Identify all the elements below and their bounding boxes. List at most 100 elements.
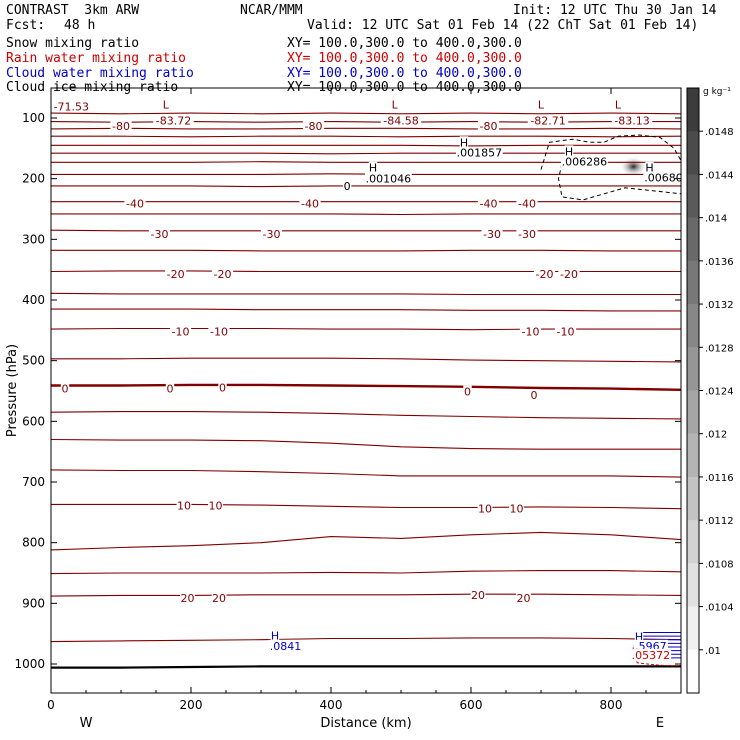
y-tick-label: 700 [22, 475, 45, 489]
contour-label-bg [561, 155, 608, 168]
contour-label-bg [270, 629, 280, 642]
isotherm-line [51, 213, 681, 216]
x-tick-label: 400 [320, 698, 343, 712]
isotherm-line [51, 308, 681, 312]
contour-label: -20 [536, 268, 554, 281]
contour-label: -10 [522, 326, 540, 339]
y-tick-label: 300 [22, 232, 45, 246]
contour-label: -82.71 [530, 114, 565, 127]
colorbar-tick-label: .0124 [705, 387, 734, 398]
colorbar-segment [687, 347, 699, 391]
colorbar-tick-label: .0112 [705, 516, 734, 527]
forecast-hours: 48 h [64, 18, 96, 33]
contour-label-bg [211, 591, 227, 604]
contour-label: 10 [510, 503, 524, 516]
field-xy-rain: XY= 100.0,300.0 to 400.0,300.0 [287, 51, 522, 66]
ground-line [51, 665, 681, 669]
contour-label-bg [519, 325, 542, 338]
cloud-ice-contour [540, 134, 681, 170]
y-tick-label: 500 [22, 354, 45, 368]
isotherm-line [51, 383, 681, 391]
contour-label: -30 [151, 228, 169, 241]
contour-label: -40 [126, 198, 144, 211]
contour-label-bg [60, 382, 70, 395]
contour-label-bg [477, 197, 500, 210]
contour-label-bg [51, 100, 92, 113]
colorbar-segment [687, 390, 699, 435]
field-name-rain: Rain water mixing ratio [6, 51, 187, 66]
contour-label: 20 [212, 592, 226, 605]
y-tick-label: 900 [22, 596, 45, 610]
contour-label: -83.72 [156, 114, 191, 127]
contour-label-bg [613, 98, 623, 111]
contour-label: 10 [177, 500, 191, 513]
isotherm-line [51, 270, 681, 273]
isotherm-line [51, 503, 681, 510]
contour-label: 20 [517, 592, 531, 605]
isotherm-line [51, 570, 681, 575]
contour-label: .001046 [366, 173, 412, 186]
contour-label-bg [509, 502, 524, 515]
contour-label: -83.13 [614, 114, 649, 127]
contour-label-bg [477, 502, 493, 515]
x-tick-label: 200 [180, 698, 203, 712]
contour-label: 0 [62, 383, 69, 396]
contour-label: L [615, 99, 622, 112]
isotherm-line [51, 327, 681, 331]
contour-label: -40 [301, 198, 319, 211]
y-tick-label: 200 [22, 172, 45, 186]
colorbar-segment [687, 606, 699, 651]
contour-label-bg [169, 325, 192, 338]
contour-label-bg [477, 119, 500, 132]
contour-label-bg [380, 114, 422, 127]
contour-label-bg [634, 630, 644, 643]
contour-label: 10 [478, 503, 492, 516]
colorbar-tick-label: .0104 [705, 603, 734, 614]
contour-label-bg [148, 227, 171, 240]
contour-label: -80 [480, 120, 498, 133]
isotherm-line [51, 127, 681, 130]
valid-time: Valid: 12 UTC Sat 01 Feb 14 (22 ChT Sat … [307, 18, 699, 33]
contour-label: -84.58 [383, 114, 418, 127]
field-xy-cloud-ice: XY= 100.0,300.0 to 400.0,300.0 [287, 80, 522, 95]
colorbar-tick-label: .0148 [705, 127, 734, 138]
contour-label: L [392, 99, 399, 112]
contour-label: .006286 [562, 156, 608, 169]
colorbar-segment [687, 433, 699, 478]
contour-label: 0 [531, 389, 538, 402]
contour-label-bg [268, 639, 303, 652]
contour-label-bg [176, 499, 192, 512]
contour-label: -30 [263, 228, 281, 241]
contour-label-bg [630, 648, 672, 661]
y-axis-label: Pressure (hPa) [5, 344, 20, 437]
contour-label: 0 [167, 383, 174, 396]
field-name-cloud-ice: Cloud ice mixing ratio [6, 80, 179, 95]
field-xy-cloud-water: XY= 100.0,300.0 to 400.0,300.0 [287, 66, 522, 81]
colorbar-tick-label: .01 [705, 646, 721, 657]
isotherm-line [51, 121, 681, 123]
x-axis-label: Distance (km) [320, 716, 411, 731]
contour-label-bg [124, 197, 146, 210]
colorbar-tick-label: .0136 [705, 257, 734, 268]
contour-label-bg [516, 197, 538, 210]
isotherm-line [51, 144, 681, 147]
contour-label-bg [342, 179, 352, 192]
isotherm-line [51, 185, 681, 188]
colorbar-segment [687, 476, 699, 521]
contour-label-bg [390, 98, 399, 111]
contour-label-bg [365, 172, 412, 185]
isotherm-line [51, 249, 681, 252]
contour-label: -80 [305, 120, 323, 133]
contour-label: -20 [560, 268, 578, 281]
contour-label-bg [368, 161, 378, 174]
contour-label-bg [208, 499, 223, 512]
colorbar-tick-label: .0108 [705, 559, 734, 570]
contour-label: L [538, 99, 545, 112]
colorbar-segment [687, 174, 699, 219]
contour-label: -20 [214, 268, 232, 281]
contour-label: H [271, 629, 279, 642]
colorbar-segment [687, 563, 699, 608]
colorbar-tick-label: .0116 [705, 473, 734, 484]
y-tick-label: 600 [22, 414, 45, 428]
contour-label: -40 [480, 198, 498, 211]
